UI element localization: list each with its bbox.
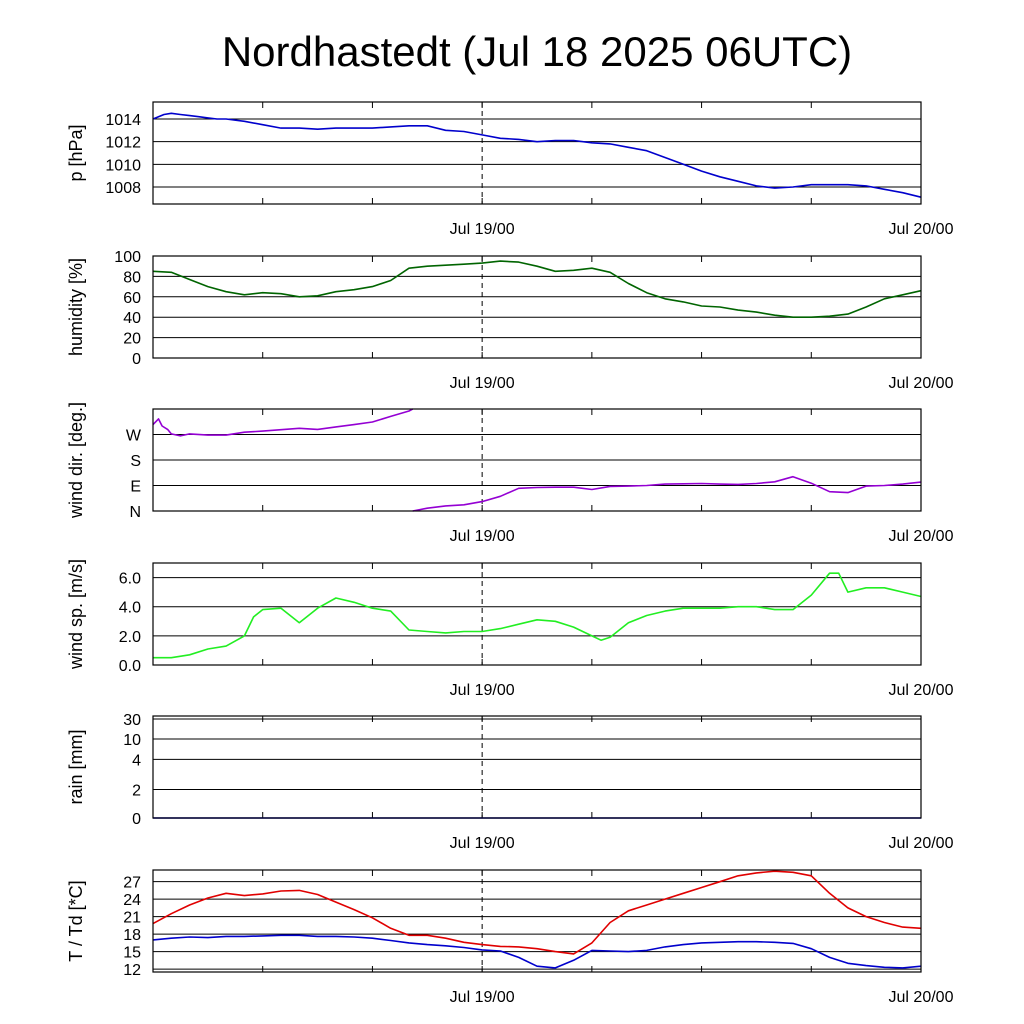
panel-humidity: 0 20 40 60 80 100 Jul 19/00 Jul 20/00 humidity [… [66, 249, 954, 392]
plot-frame [152, 101, 922, 205]
panel-pressure: 1008 1010 1012 1014 Jul 19/00 Jul 20/00 p [hPa… [66, 101, 954, 238]
series-dewpoint-line [152, 934, 922, 969]
series-wind_speed-line [153, 572, 922, 659]
y-tick-label: 6.0 [119, 571, 141, 588]
y-tick-label: 1012 [105, 135, 141, 152]
x-tick-label: Jul 19/00 [450, 682, 515, 699]
y-tick-label: 12 [123, 962, 141, 979]
y-axis-title: humidity [%] [66, 258, 86, 356]
y-tick-label: 21 [123, 910, 141, 927]
series-pressure-line [152, 112, 922, 198]
plot-frame [152, 255, 922, 359]
y-axis-title: wind dir. [deg.] [66, 402, 86, 519]
x-tick-label: Jul 19/00 [450, 375, 515, 392]
y-tick-label: 0 [132, 351, 141, 368]
series-humidity-line [152, 260, 922, 319]
y-tick-label: 24 [123, 892, 141, 909]
x-tick-label: Jul 19/00 [450, 835, 515, 852]
x-tick-label: Jul 20/00 [889, 375, 954, 392]
y-tick-label: S [130, 453, 141, 470]
y-tick-label: 20 [123, 331, 141, 348]
x-tick-label: Jul 20/00 [889, 835, 954, 852]
panel-wind-speed: 0.0 2.0 4.0 6.0 Jul 19/00 Jul 20/00 wind sp. [… [66, 559, 954, 699]
y-tick-label: 80 [123, 269, 141, 286]
series-temperature-line [152, 870, 922, 955]
y-tick-label: 30 [123, 712, 141, 729]
x-tick-label: Jul 19/00 [450, 989, 515, 1006]
y-tick-label: 18 [123, 927, 141, 944]
y-tick-label: 2 [132, 782, 141, 799]
y-tick-label: 27 [123, 875, 141, 892]
x-tick-label: Jul 20/00 [889, 221, 954, 238]
y-tick-label: 2.0 [119, 629, 141, 646]
y-tick-label: 40 [123, 310, 141, 327]
y-tick-label: 100 [114, 249, 141, 266]
y-tick-label: W [126, 428, 142, 445]
x-tick-label: Jul 20/00 [889, 528, 954, 545]
y-tick-label: E [130, 479, 141, 496]
x-tick-label: Jul 19/00 [450, 528, 515, 545]
y-tick-label: 15 [123, 945, 141, 962]
plot-frame [152, 562, 922, 666]
series-wind_dir-line [412, 475, 922, 512]
y-axis-title: wind sp. [m/s] [66, 559, 86, 670]
y-tick-label: 10 [123, 732, 141, 749]
y-tick-label: 4 [132, 752, 141, 769]
y-tick-label: 0 [132, 811, 141, 828]
x-tick-label: Jul 20/00 [889, 989, 954, 1006]
y-tick-label: 1008 [105, 180, 141, 197]
panel-rain: 0 2 4 10 30 Jul 19/00 Jul 20/00 rain [mm] [66, 712, 954, 852]
x-tick-label: Jul 20/00 [889, 682, 954, 699]
y-axis-title: rain [mm] [66, 729, 86, 804]
chart-title: Nordhastedt (Jul 18 2025 06UTC) [222, 28, 852, 75]
plot-frame [152, 408, 922, 512]
y-tick-label: 1010 [105, 157, 141, 174]
y-tick-label: N [129, 504, 141, 521]
y-axis-title: p [hPa] [66, 124, 86, 181]
plot-frame [152, 869, 922, 973]
plot-frame [152, 715, 922, 819]
y-tick-label: 60 [123, 290, 141, 307]
x-tick-label: Jul 19/00 [450, 221, 515, 238]
y-axis-title: T / Td [*C] [66, 880, 86, 961]
y-tick-label: 1014 [105, 112, 141, 129]
y-tick-label: 4.0 [119, 600, 141, 617]
y-tick-label: 0.0 [119, 658, 141, 675]
series-wind_dir-line [152, 408, 414, 437]
